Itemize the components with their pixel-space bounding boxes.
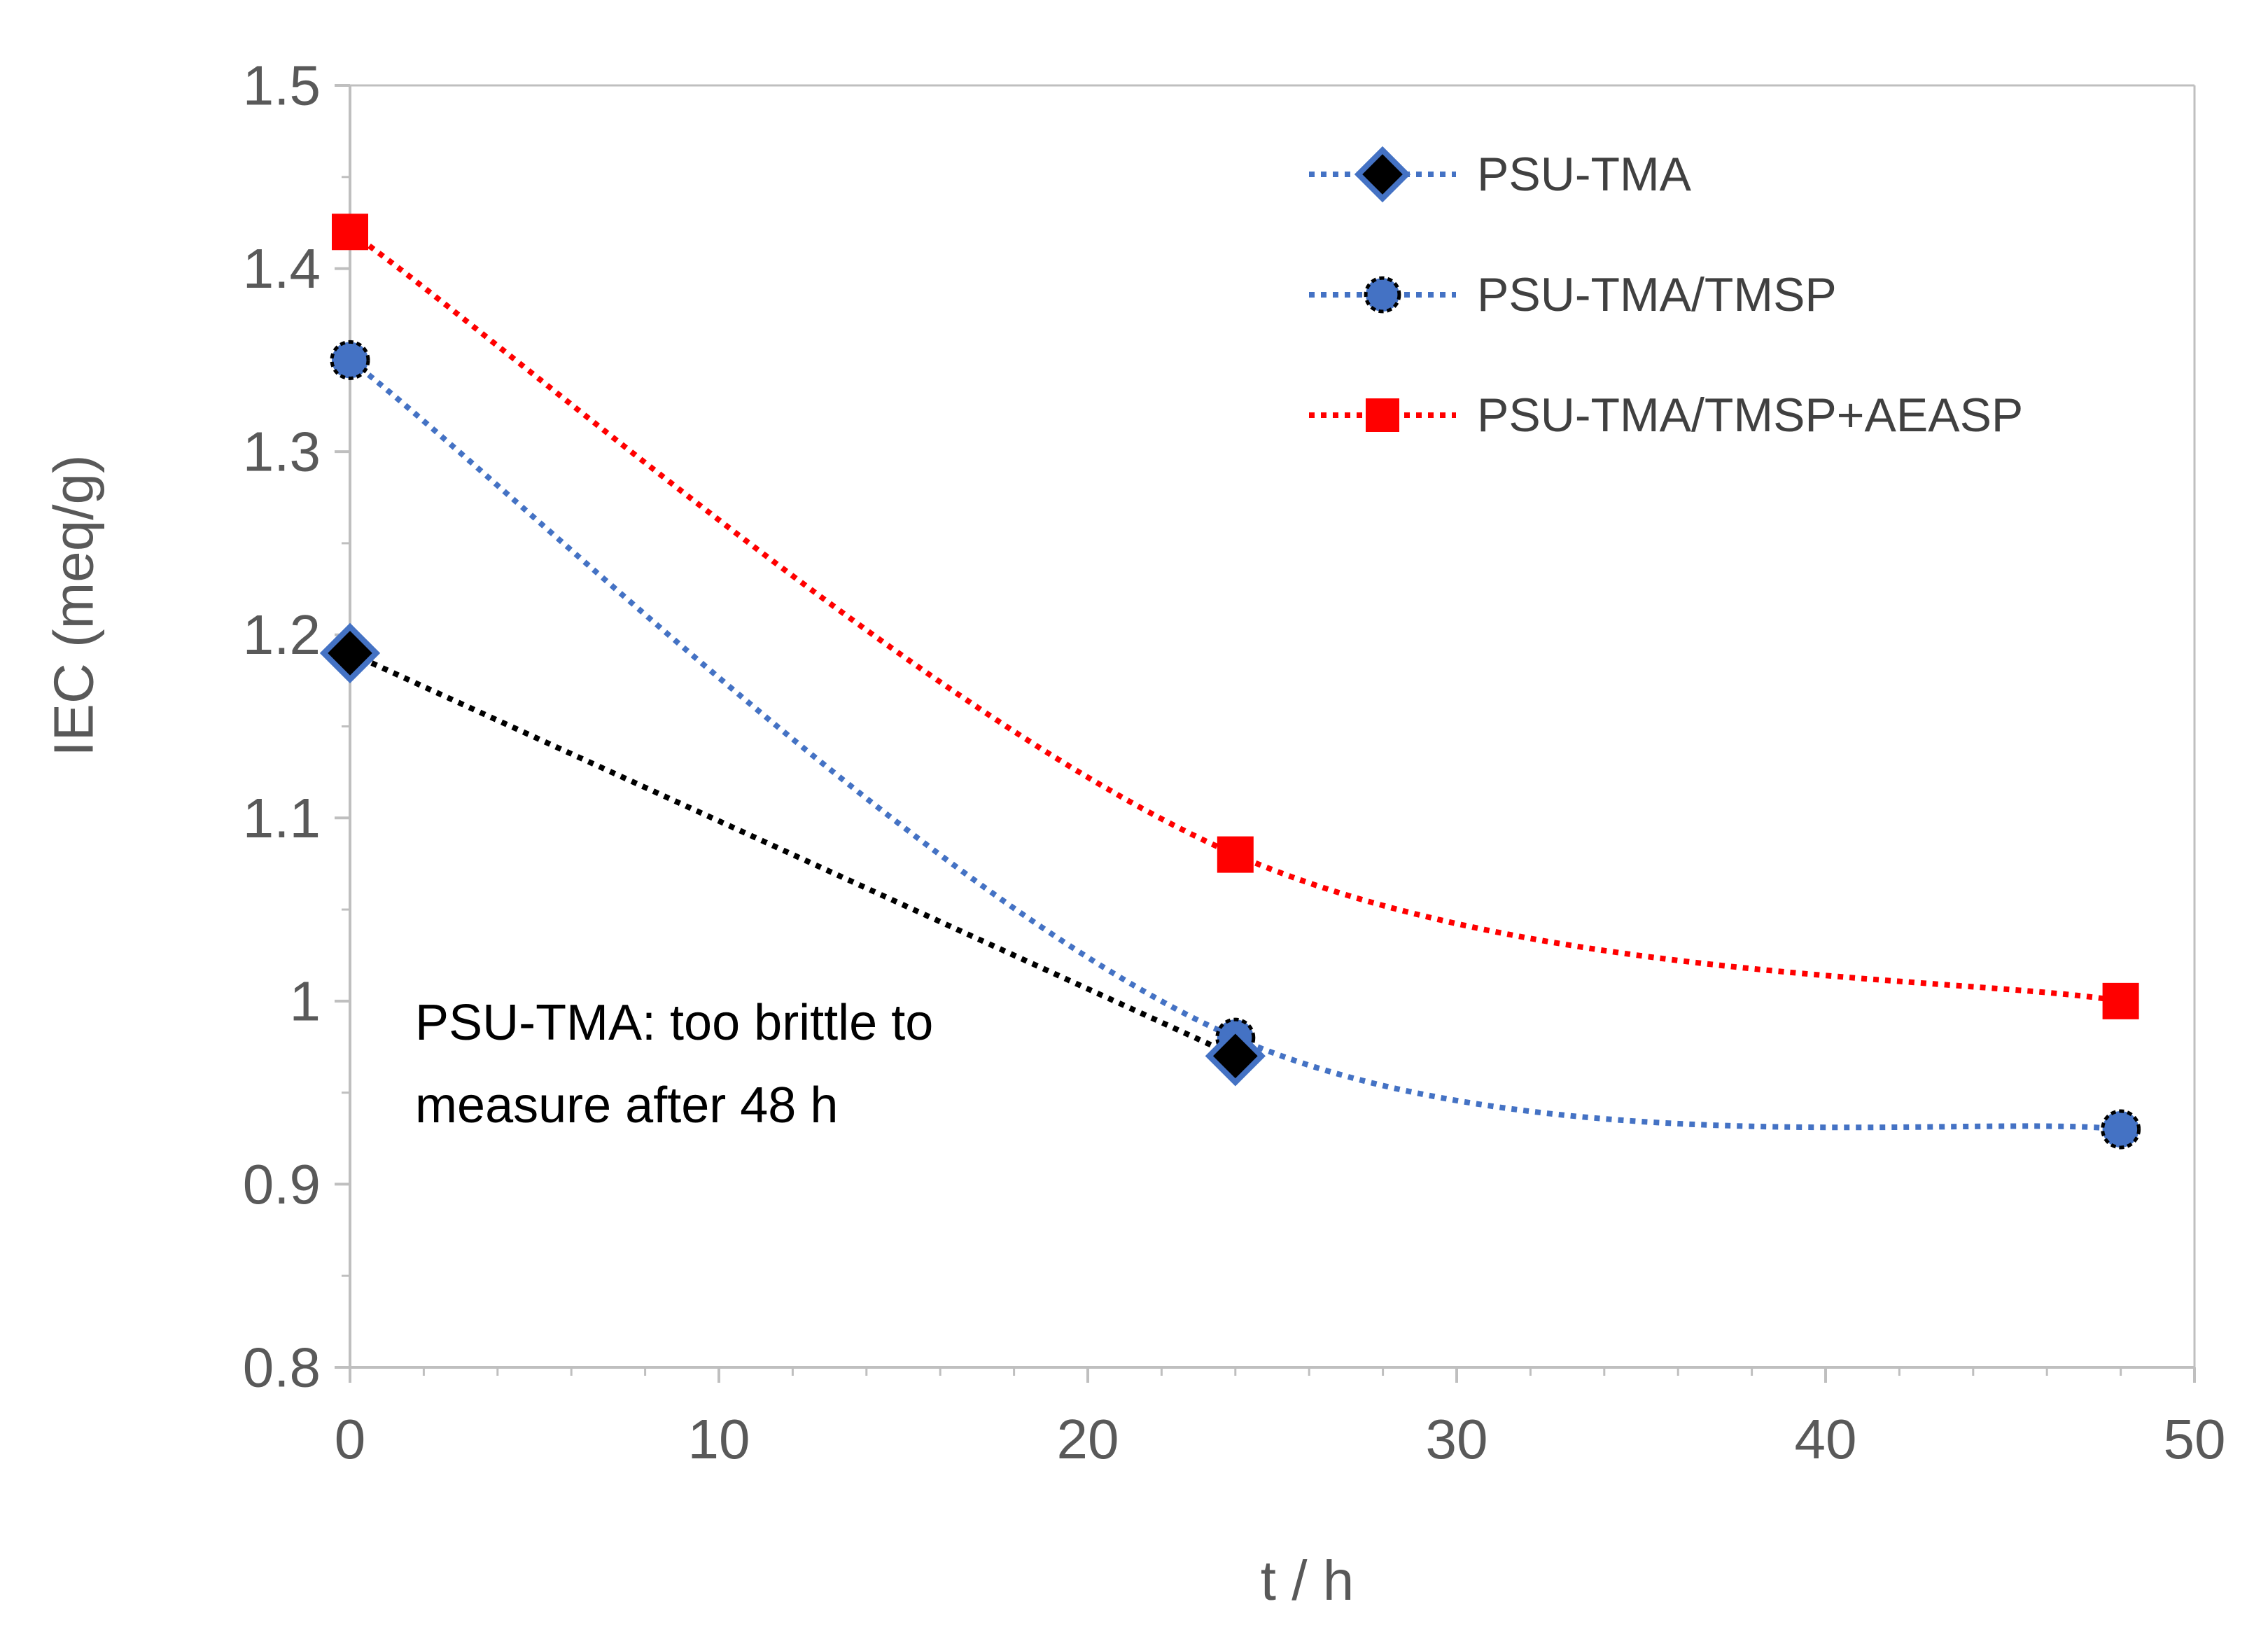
y-tick-label: 0.9 [243,1153,321,1215]
data-point-0-1 [1205,1026,1266,1087]
series [319,214,2141,1150]
y-tick-label: 1.3 [243,421,321,483]
x-tick-label: 30 [1426,1408,1488,1470]
legend-marker-0 [1354,146,1411,203]
legend: PSU-TMA PSU-TMA/TMSP PSU-TMA/TMSP+AEASP [1309,146,2023,442]
y-tick-label: 0.8 [243,1337,321,1399]
y-tick-label: 1.1 [243,787,321,849]
annotation-line-0-1: measure after 48 h [415,1077,838,1134]
axes: 0.8 0.9 1 1.1 1.2 1.3 1.4 1.5 0 10 20 30 40 50 t / h IE… [43,55,2226,1612]
data-point-2-2 [2102,982,2139,1019]
legend-marker-2 [1366,398,1399,432]
series-line-1 [348,358,2122,1132]
legend-item-1: PSU-TMA/TMSP [1309,268,1837,321]
legend-marker-1 [1364,276,1401,314]
series-line-0 [349,650,1237,1059]
y-tick-label: 1.2 [243,604,321,666]
y-tick-label: 1.5 [243,55,321,117]
legend-label-1: PSU-TMA/TMSP [1477,268,1837,321]
y-tick-label: 1.4 [243,237,321,300]
y-tick-label: 1 [290,970,321,1032]
data-point-2-0 [332,214,368,251]
data-point-2-1 [1217,836,1254,873]
annotations: PSU-TMA: too brittle to measure after 48 … [415,995,933,1134]
annotation-line-0-0: PSU-TMA: too brittle to [415,995,933,1051]
x-tick-label: 0 [335,1408,366,1470]
y-axis-title: IEC (meq/g) [43,454,105,756]
legend-item-2: PSU-TMA/TMSP+AEASP [1309,389,2023,442]
data-point-1-2 [2101,1109,2141,1150]
data-point-0-0 [319,622,381,684]
x-tick-label: 20 [1057,1408,1119,1470]
legend-item-0: PSU-TMA [1309,146,1692,203]
data-point-1-0 [330,340,370,380]
x-tick-label: 50 [2164,1408,2226,1470]
legend-label-0: PSU-TMA [1477,148,1692,201]
x-axis-title: t / h [1261,1549,1354,1612]
x-tick-label: 40 [1795,1408,1857,1470]
x-tick-label: 10 [688,1408,750,1470]
legend-label-2: PSU-TMA/TMSP+AEASP [1477,389,2023,442]
